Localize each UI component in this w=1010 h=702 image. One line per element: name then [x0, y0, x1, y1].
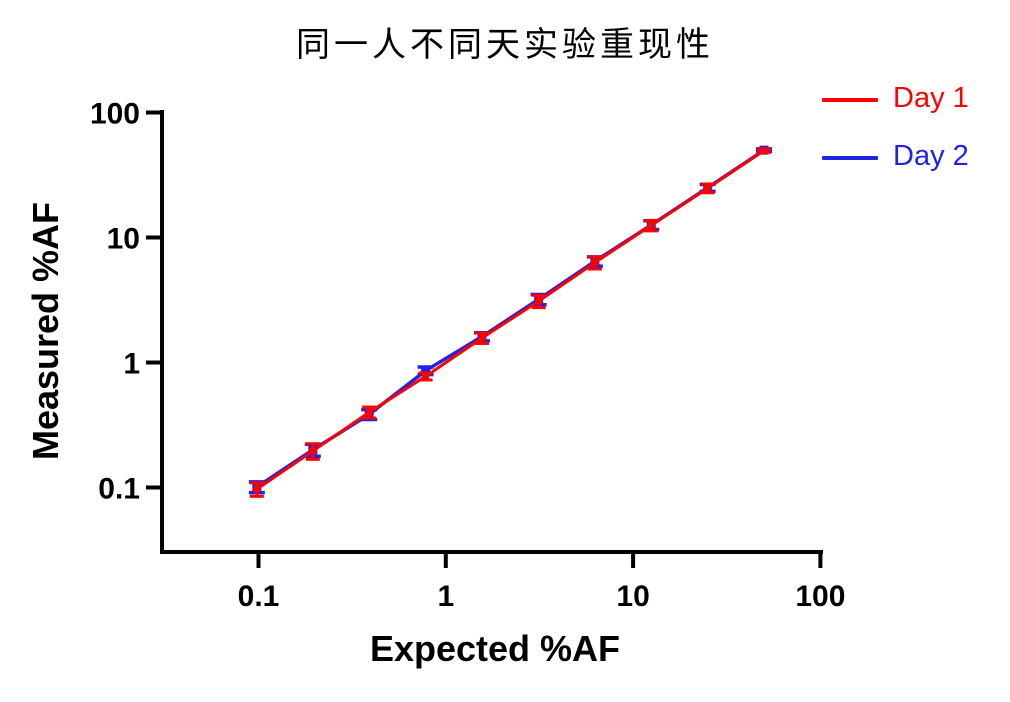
y-tick-label: 100 [90, 98, 140, 131]
x-tick-label: 10 [616, 580, 649, 613]
x-axis-title: Expected %AF [369, 628, 621, 669]
data-point-day-1 [591, 259, 599, 267]
data-point-day-1 [647, 221, 655, 229]
data-point-day-1 [478, 334, 486, 342]
data-point-day-1 [535, 297, 543, 305]
x-tick-label: 0.1 [238, 580, 280, 613]
x-tick-label: 100 [795, 580, 845, 613]
data-point-day-1 [704, 184, 712, 192]
legend-day2-label: Day 2 [893, 140, 969, 172]
data-point-day-1 [253, 485, 261, 493]
data-point-day-1 [422, 372, 430, 380]
series-line-day-1 [256, 149, 765, 491]
data-point-day-1 [309, 447, 317, 455]
legend-day2-line-swatch [822, 156, 878, 160]
data-point-day-2 [421, 366, 431, 376]
data-point-day-1 [365, 408, 373, 416]
x-tick-label: 1 [437, 580, 454, 613]
y-tick-label: 0.1 [98, 473, 140, 506]
y-axis-title: Measured %AF [25, 201, 66, 461]
y-tick-label: 1 [123, 348, 140, 381]
legend-day1-label: Day 1 [893, 82, 969, 114]
chart-title: 同一人不同天实验重现性 [296, 25, 714, 65]
y-tick-label: 10 [107, 223, 140, 256]
data-point-day-1 [760, 147, 768, 155]
legend-day1-line-swatch [822, 98, 878, 102]
